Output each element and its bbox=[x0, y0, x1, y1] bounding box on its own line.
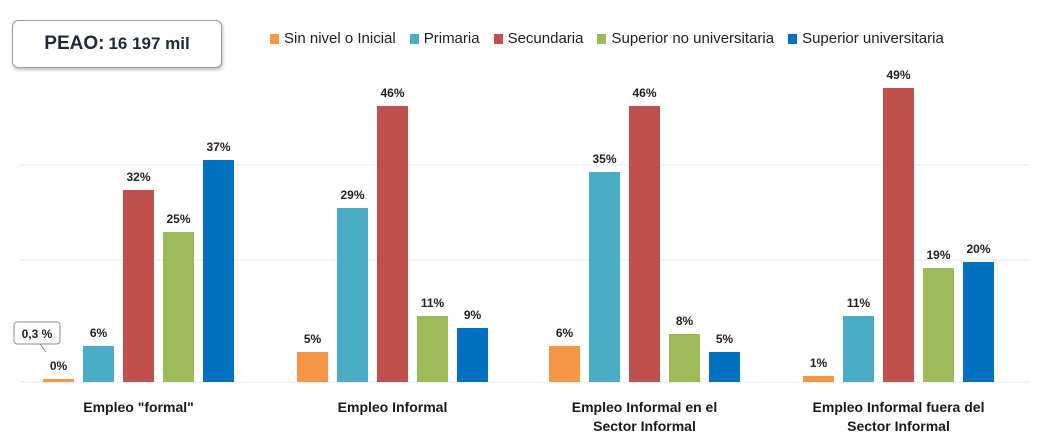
bar bbox=[843, 316, 874, 382]
legend-swatch bbox=[270, 33, 279, 44]
bar bbox=[923, 268, 954, 382]
legend-swatch bbox=[409, 33, 419, 44]
legend-label: Primaria bbox=[423, 30, 480, 47]
legend-item-superior-universitaria: Superior universitaria bbox=[788, 30, 944, 47]
data-label: 9% bbox=[464, 308, 482, 322]
bar bbox=[83, 346, 114, 382]
data-label: 19% bbox=[926, 248, 950, 262]
legend-item-primaria: Primaria bbox=[409, 30, 480, 47]
data-label: 46% bbox=[632, 86, 656, 100]
bar bbox=[883, 88, 914, 382]
legend-label: Sin nivel o Inicial bbox=[284, 30, 396, 47]
category-label: Empleo Informal bbox=[338, 399, 448, 415]
legend-item-superior-no-universitaria: Superior no universitaria bbox=[597, 30, 774, 47]
data-label: 6% bbox=[90, 326, 108, 340]
annotation-leader bbox=[39, 343, 47, 353]
data-label: 5% bbox=[304, 332, 322, 346]
data-label: 46% bbox=[380, 86, 404, 100]
data-label: 32% bbox=[126, 170, 150, 184]
data-label: 25% bbox=[166, 212, 190, 226]
bar bbox=[963, 262, 994, 382]
data-label: 11% bbox=[847, 296, 871, 310]
legend-item-secundaria: Secundaria bbox=[493, 30, 584, 47]
legend-label: Superior no universitaria bbox=[611, 30, 775, 47]
bar bbox=[589, 172, 620, 382]
bar bbox=[337, 208, 368, 382]
bar bbox=[43, 379, 74, 382]
bar bbox=[629, 106, 660, 382]
category-label: Empleo Informal fuera del Sector Informal bbox=[813, 399, 985, 434]
data-label: 1% bbox=[810, 356, 828, 370]
peao-value: 16 197 mil bbox=[108, 34, 190, 53]
peao-callout: PEAO: 16 197 mil bbox=[12, 20, 222, 68]
legend-label: Secundaria bbox=[507, 30, 584, 47]
bar bbox=[377, 106, 408, 382]
legend-swatch bbox=[597, 33, 607, 44]
data-label: 6% bbox=[556, 326, 574, 340]
data-label: 5% bbox=[716, 332, 734, 346]
bar bbox=[203, 160, 234, 382]
peao-label: PEAO: bbox=[44, 33, 105, 54]
bar bbox=[417, 316, 448, 382]
bar bbox=[457, 328, 488, 382]
chart-legend: Sin nivel o Inicial Primaria Secundaria … bbox=[270, 30, 958, 47]
legend-label: Superior universitaria bbox=[802, 30, 944, 47]
annotation-label: 0,3 % bbox=[22, 327, 53, 341]
bar bbox=[163, 232, 194, 382]
data-label: 29% bbox=[340, 188, 364, 202]
bar bbox=[549, 346, 580, 382]
annotation-box bbox=[13, 321, 61, 345]
legend-item-sin-nivel: Sin nivel o Inicial bbox=[270, 30, 396, 47]
bar bbox=[123, 190, 154, 382]
data-label: 35% bbox=[592, 152, 616, 166]
category-label: Empleo "formal" bbox=[83, 399, 194, 415]
bar bbox=[297, 352, 328, 382]
data-label: 49% bbox=[886, 68, 910, 82]
bar bbox=[803, 376, 834, 382]
data-label: 11% bbox=[421, 296, 445, 310]
data-label: 8% bbox=[676, 314, 694, 328]
legend-swatch bbox=[493, 33, 503, 44]
category-label: Empleo Informal en el Sector Informal bbox=[572, 399, 717, 434]
legend-swatch bbox=[788, 33, 798, 44]
bar bbox=[709, 352, 740, 382]
data-label: 37% bbox=[206, 140, 230, 154]
data-label: 0% bbox=[50, 359, 68, 373]
data-label: 20% bbox=[966, 242, 990, 256]
bar bbox=[669, 334, 700, 382]
